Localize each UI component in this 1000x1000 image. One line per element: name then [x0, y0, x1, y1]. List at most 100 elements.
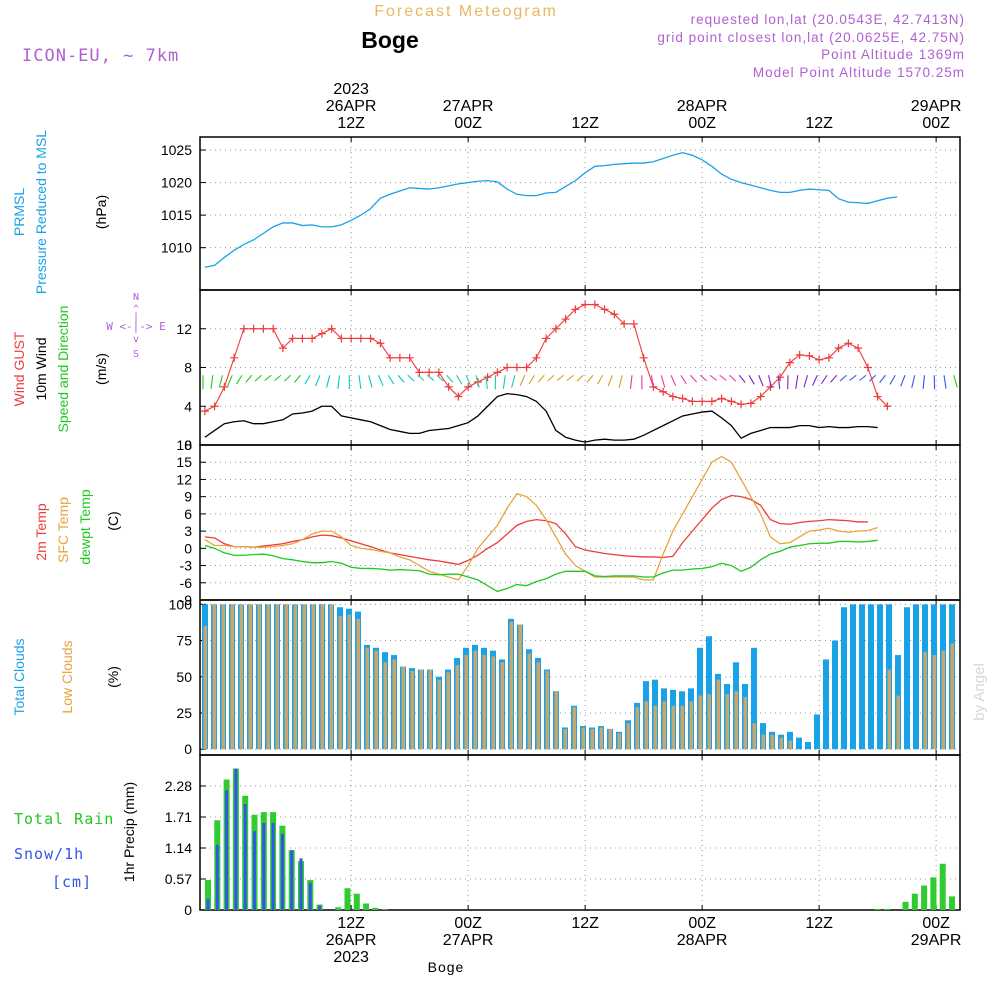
rain-bar [363, 903, 370, 910]
wind-arrow [566, 374, 574, 381]
wind-arrow [264, 374, 272, 381]
low-cloud-bar [203, 626, 207, 750]
wind-arrow [556, 374, 565, 381]
wind-arrow [358, 375, 362, 389]
gust-point [620, 319, 629, 328]
y-tick-label: 18 [176, 437, 192, 453]
gust-point [259, 324, 268, 333]
low-cloud-bar [500, 662, 504, 750]
y-tick-label: 9 [184, 489, 192, 505]
gust-point [366, 334, 375, 343]
low-cloud-bar [752, 723, 756, 750]
low-cloud-bar [212, 604, 216, 750]
low-cloud-bar [545, 670, 549, 750]
rain-bar [939, 863, 946, 910]
wind-arrow [830, 374, 838, 383]
pressure-label-2: Pressure Reduced to MSL [33, 130, 49, 294]
snow-bar [318, 905, 322, 910]
gust-point [815, 355, 824, 364]
gust-point [278, 344, 287, 353]
clouds-panel: 0 25 50 75 100 [169, 596, 961, 757]
svg-text:N: N [133, 292, 139, 303]
y-tick-label: 0 [184, 540, 192, 556]
low-cloud-bar [653, 705, 657, 750]
wind-speed-line [204, 392, 878, 443]
wind-arrow [729, 374, 737, 382]
total-clouds-label: Total Clouds [11, 638, 27, 715]
gust-point [659, 387, 668, 396]
wind-arrow [670, 375, 677, 386]
wind-arrow [953, 375, 958, 388]
low-cloud-bar [401, 666, 405, 750]
gust-point [317, 329, 326, 338]
low-cloud-bar [392, 659, 396, 750]
rain-bar [353, 893, 360, 910]
gust-point [454, 392, 463, 401]
gust-label: Wind GUST [11, 331, 27, 406]
snow-bar [271, 822, 275, 910]
wind-arrow [417, 374, 425, 381]
low-cloud-bar [536, 662, 540, 750]
low-cloud-bar [626, 723, 630, 750]
bottom-axis-label: 27APR [443, 932, 494, 949]
wind-panel: 0 4 8 12 [176, 289, 961, 453]
total-cloud-bar [913, 604, 919, 750]
gust-point [756, 392, 765, 401]
temp2m-label: 2m Temp [33, 503, 49, 561]
wind-arrow [618, 375, 623, 388]
low-cloud-bar [608, 728, 612, 750]
low-cloud-bar [572, 707, 576, 750]
pressure-unit: (hPa) [93, 195, 109, 229]
low-cloud-bar [671, 705, 675, 750]
low-cloud-bar [446, 672, 450, 750]
rain-bar [921, 885, 928, 910]
low-cloud-bar [932, 655, 936, 750]
panel-frame [199, 754, 961, 911]
rain-bar [335, 907, 342, 910]
wind-arrow [869, 374, 877, 382]
wind-arrow [859, 374, 867, 381]
temp-unit: (C) [105, 511, 121, 530]
y-tick-label: 1010 [161, 240, 192, 256]
wind-arrow [680, 374, 687, 385]
gust-point [668, 392, 677, 401]
snow-bar [243, 803, 247, 910]
gust-point [707, 397, 716, 406]
low-cloud-bar [248, 604, 252, 750]
low-cloud-bar [266, 604, 270, 750]
gust-point [327, 324, 336, 333]
low-cloud-bar [482, 655, 486, 750]
wind-arrow [337, 375, 341, 389]
y-tick-label: 100 [169, 596, 193, 612]
top-axis-label: 27APR [443, 98, 494, 115]
y-tick-label: 0 [184, 437, 192, 453]
location-title: Boge [361, 27, 419, 53]
total-cloud-bar [823, 659, 829, 750]
wind-arrow [820, 374, 828, 385]
pressure-panel: 1010 1015 1020 1025 [161, 136, 961, 291]
top-axis-label: 29APR [911, 98, 962, 115]
wind-arrow [900, 375, 906, 387]
snow-bar [206, 899, 210, 910]
gust-point [512, 363, 521, 372]
low-cloud-bar [302, 604, 306, 750]
total-rain-label: Total Rain [14, 810, 114, 828]
bottom-axis-label: 26APR [326, 932, 377, 949]
gust-point [200, 407, 209, 416]
wind-arrow [511, 375, 516, 388]
snow-bar [308, 882, 312, 910]
low-cloud-bar [374, 650, 378, 750]
gust-point [376, 339, 385, 348]
wind-arrow [690, 374, 698, 383]
gust-point [639, 353, 648, 362]
y-tick-label: 0.57 [165, 871, 192, 887]
gust-point [561, 315, 570, 324]
wind-arrow [803, 375, 809, 388]
gust-point [249, 324, 258, 333]
wind-arrow [537, 374, 545, 383]
low-cloud-bar [311, 604, 315, 750]
pressure-line [204, 151, 898, 268]
gust-point [444, 382, 453, 391]
total-cloud-bar [850, 604, 856, 750]
